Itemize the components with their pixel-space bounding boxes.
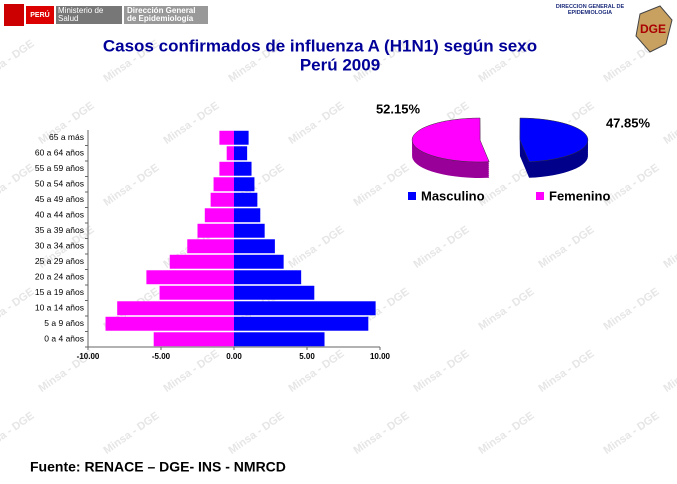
- bar: [226, 146, 234, 161]
- corner-text: DIRECCIÓN GENERAL DE EPIDEMIOLOGIA: [555, 4, 625, 16]
- y-tick-label: 30 a 34 años: [35, 241, 84, 251]
- y-tick-label: 60 a 64 años: [35, 148, 84, 158]
- bar: [204, 208, 234, 223]
- pie-label: 47.85%: [606, 115, 651, 130]
- bar: [234, 270, 302, 285]
- source: Fuente: RENACE – DGE- INS - NMRCD: [30, 459, 286, 475]
- bar: [169, 254, 234, 269]
- ministry: Ministerio de Salud: [58, 6, 104, 23]
- bar: [234, 239, 275, 254]
- ministry-text: Ministerio de Salud: [58, 6, 104, 23]
- corner: DIRECCIÓN GENERAL DE EPIDEMIOLOGIA: [555, 4, 625, 16]
- y-tick-label: 20 a 24 años: [35, 272, 84, 282]
- y-tick-label: 5 a 9 años: [44, 318, 84, 328]
- bar: [234, 254, 284, 269]
- peru-text: PERÚ: [30, 10, 49, 19]
- bar: [234, 301, 376, 316]
- peru-box: [26, 6, 54, 24]
- bar: [234, 146, 248, 161]
- bar: [234, 177, 255, 192]
- y-tick-label: 0 a 4 años: [44, 334, 84, 344]
- y-tick-label: 45 a 49 años: [35, 194, 84, 204]
- map-logo: [635, 5, 673, 53]
- y-tick-label: 10 a 14 años: [35, 303, 84, 313]
- bar: [159, 285, 234, 300]
- bar: [146, 270, 234, 285]
- bar: [219, 130, 234, 145]
- x-tick-label: -10.00: [77, 352, 100, 361]
- y-tick-label: 15 a 19 años: [35, 287, 84, 297]
- bar: [234, 223, 265, 238]
- bar: [234, 208, 261, 223]
- pie-slice: [411, 117, 490, 163]
- office: Dirección General de Epidemiología: [127, 6, 196, 23]
- x-tick-label: -5.00: [152, 352, 171, 361]
- y-tick-label: 55 a 59 años: [35, 163, 84, 173]
- chart-subtitle: Perú 2009: [300, 55, 380, 74]
- bar: [197, 223, 234, 238]
- x-tick-label: 10.00: [370, 352, 391, 361]
- office-box: [124, 6, 208, 24]
- y-tick-label: 50 a 54 años: [35, 179, 84, 189]
- bar: [210, 192, 234, 207]
- ministry-box: [56, 6, 122, 24]
- shield: [4, 4, 24, 26]
- bar: [153, 332, 234, 347]
- y-tick-label: 35 a 39 años: [35, 225, 84, 235]
- bar: [234, 130, 249, 145]
- pie-slice: [519, 117, 589, 163]
- bar: [234, 192, 258, 207]
- bar: [234, 316, 369, 331]
- pie-label: 52.15%: [376, 101, 421, 116]
- bar: [234, 332, 325, 347]
- bar: [105, 316, 235, 331]
- office-text: Dirección General de Epidemiología: [127, 6, 196, 23]
- chart-title: Casos confirmados de influenza A (H1N1) …: [103, 36, 537, 55]
- x-tick-label: 0.00: [226, 352, 242, 361]
- x-tick-label: 5.00: [299, 352, 315, 361]
- y-tick-label: 25 a 29 años: [35, 256, 84, 266]
- bar: [187, 239, 234, 254]
- bar: [234, 161, 252, 176]
- bar: [117, 301, 234, 316]
- y-tick-label: 65 a más: [49, 132, 84, 142]
- legend-label: Masculino: [421, 188, 485, 203]
- y-tick-label: 40 a 44 años: [35, 210, 84, 220]
- bar: [213, 177, 234, 192]
- legend-swatch: [536, 192, 544, 200]
- legend-swatch: [408, 192, 416, 200]
- legend-label: Femenino: [549, 188, 610, 203]
- bar: [234, 285, 315, 300]
- bar: [219, 161, 234, 176]
- logo-mark: DGE: [640, 22, 666, 36]
